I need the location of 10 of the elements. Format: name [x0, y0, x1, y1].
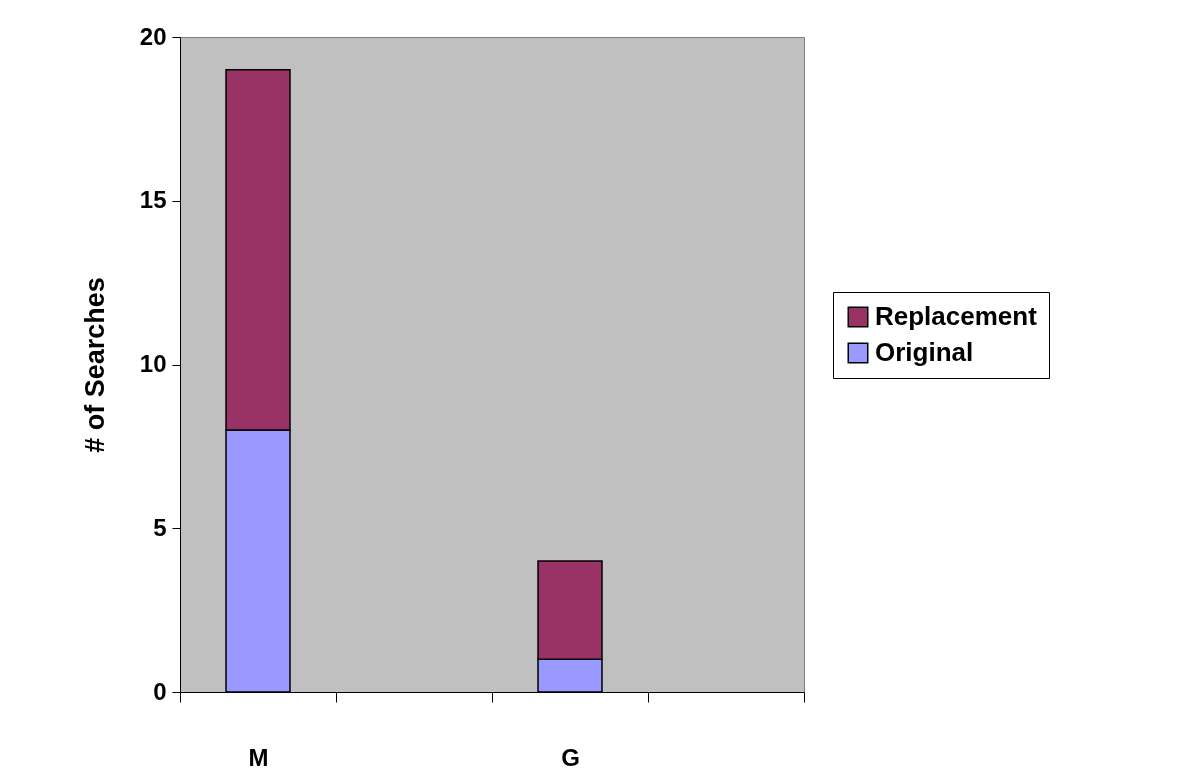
- y-tick-label: 15: [139, 186, 167, 214]
- y-axis-title: # of Searches: [79, 277, 110, 453]
- x-tick-label: G: [561, 743, 580, 771]
- y-tick-label: 10: [139, 350, 167, 377]
- legend-label: Replacement: [875, 301, 1038, 331]
- legend-label: Original: [875, 337, 974, 367]
- y-tick-label: 20: [139, 22, 167, 50]
- x-tick-label: M: [248, 743, 269, 771]
- y-tick-label: 0: [153, 677, 167, 705]
- y-tick-label: 5: [153, 513, 167, 541]
